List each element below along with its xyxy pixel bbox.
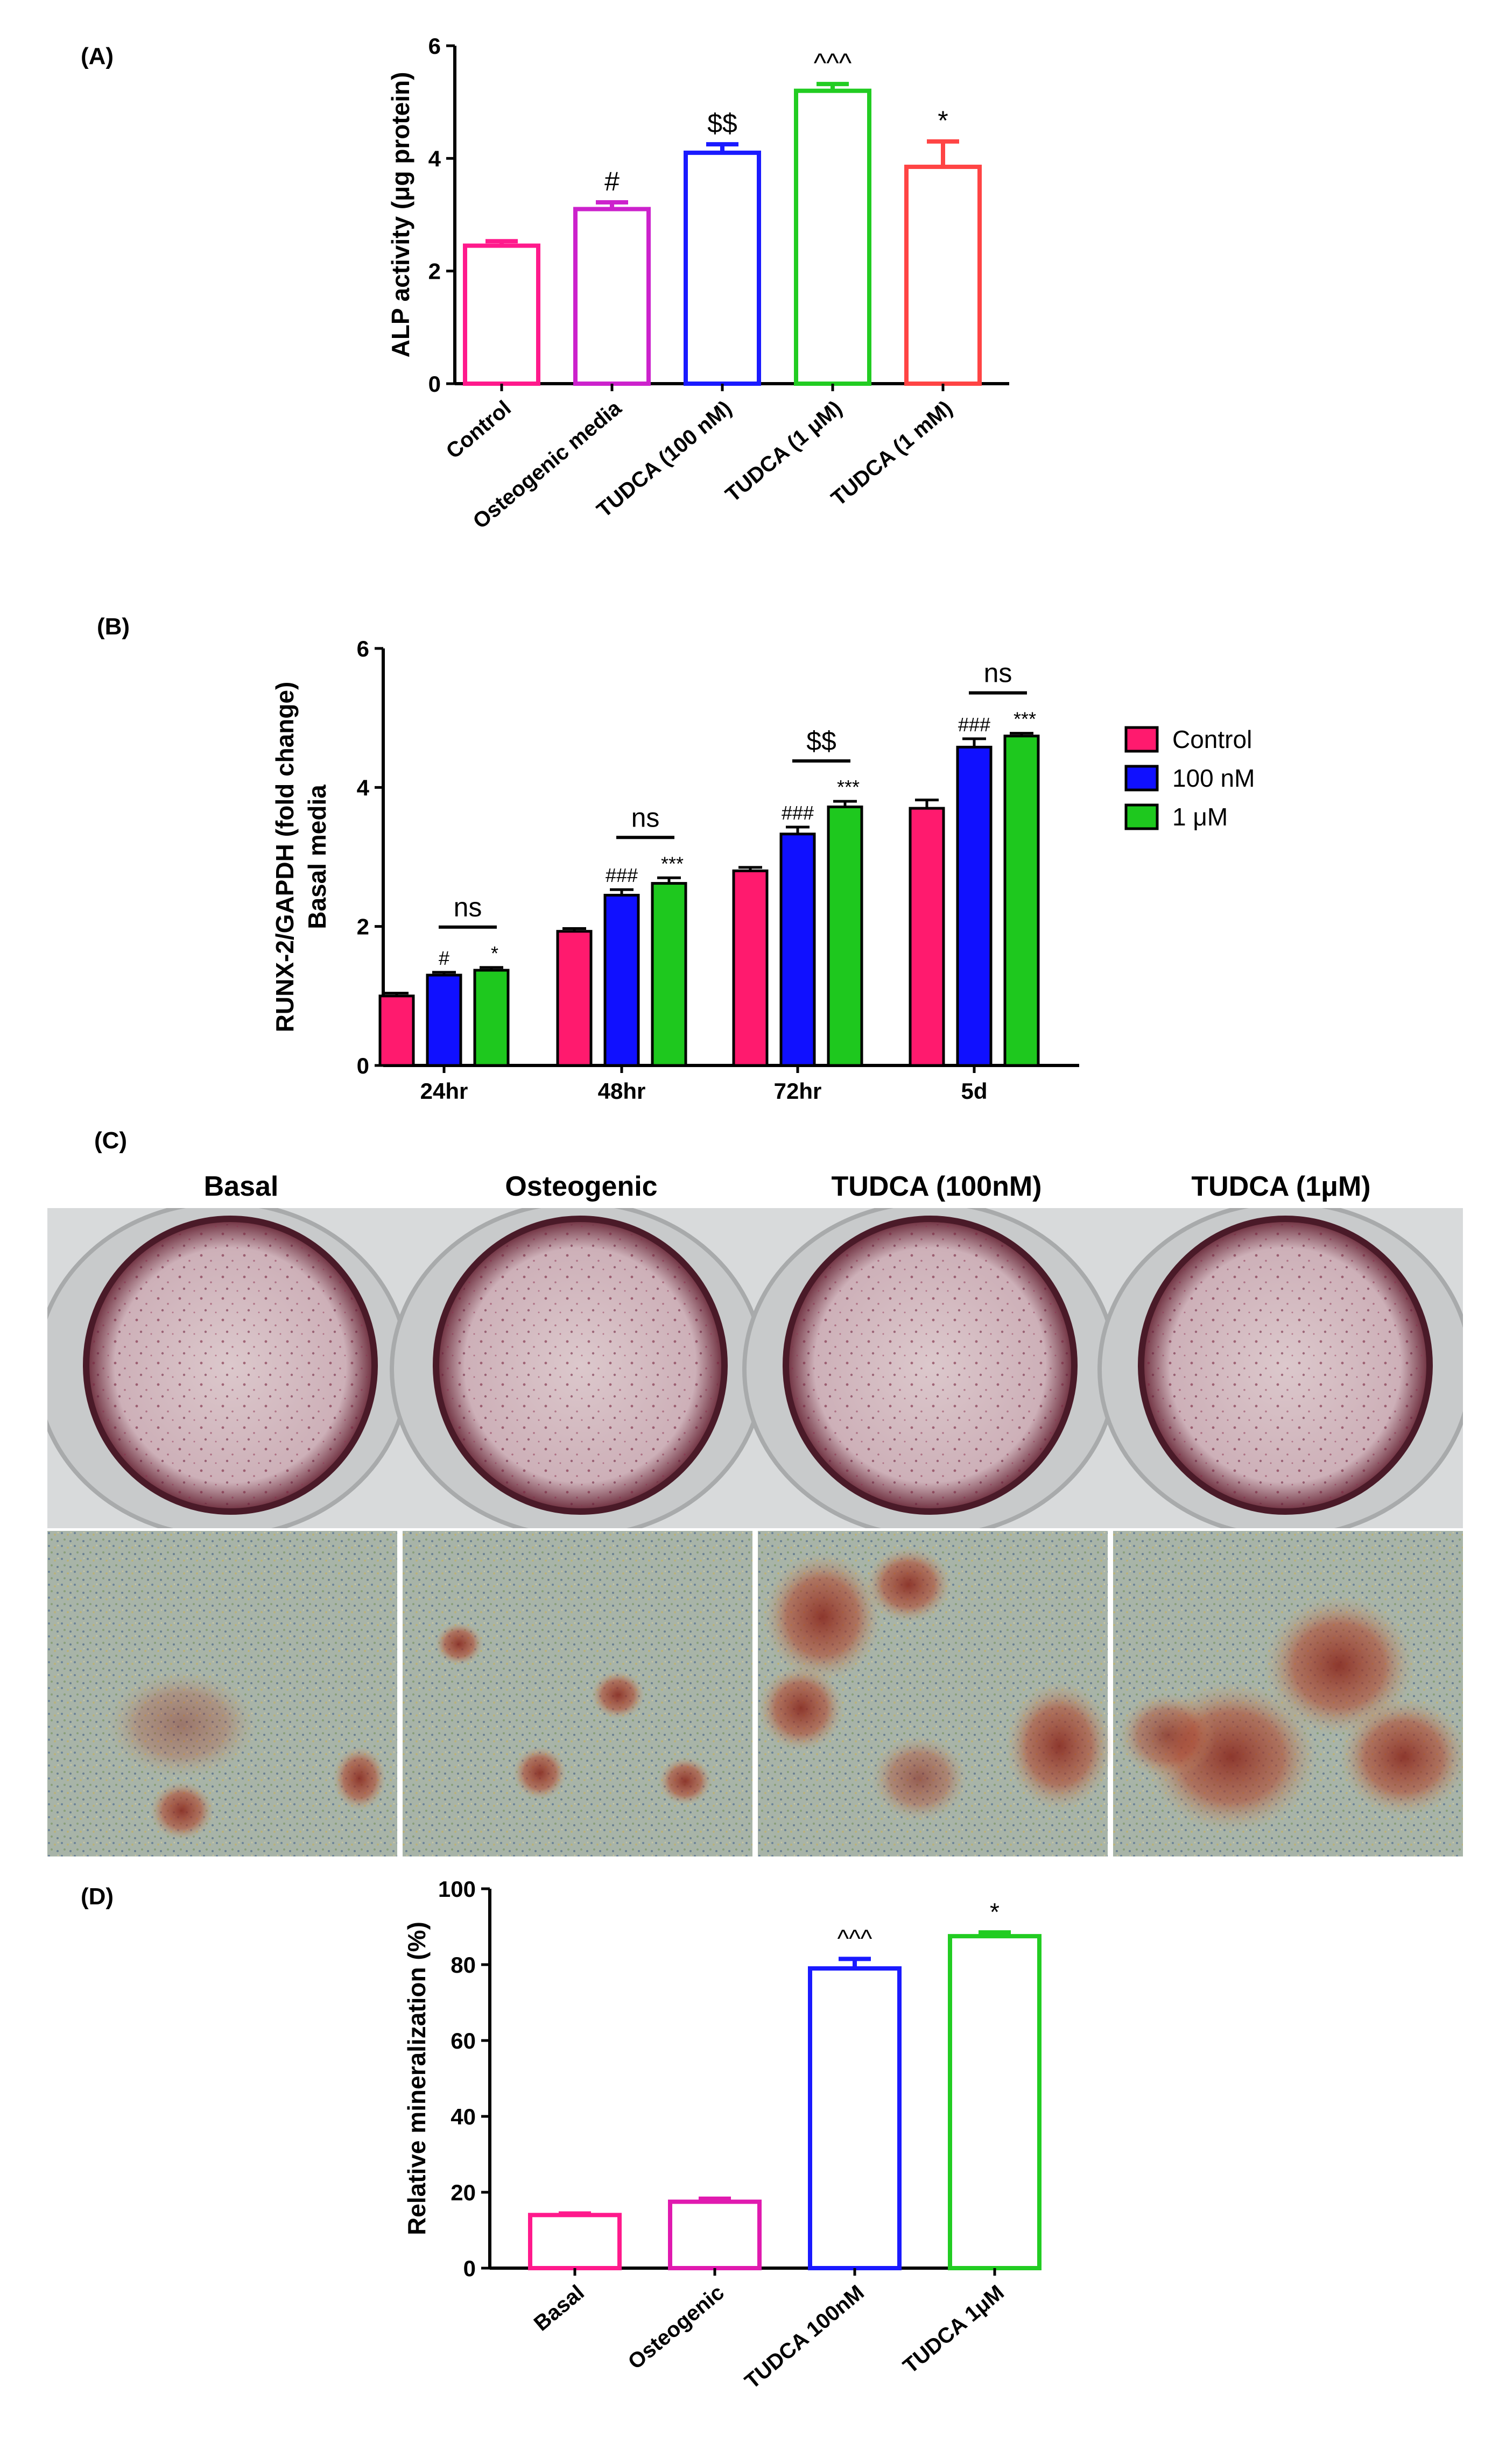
bar [603, 894, 640, 1067]
y-tick-label: 6 [357, 636, 369, 661]
bar [573, 207, 651, 386]
y-tick-label: 0 [428, 371, 441, 397]
panel-b-label: (B) [97, 613, 130, 640]
micrograph-strip [47, 1531, 1463, 1856]
significance-annotation: # [604, 166, 620, 196]
y-tick-label: 60 [451, 2028, 476, 2053]
panel-a-label: (A) [81, 43, 114, 69]
significance-annotation: ### [782, 802, 814, 824]
photo-title-basal: Basal [203, 1171, 279, 1202]
bar [426, 973, 462, 1067]
y-tick-label: 40 [451, 2104, 476, 2129]
panel-c-label: (C) [94, 1127, 128, 1154]
y-axis-subtitle: Basal media [303, 785, 331, 929]
bracket-label: ns [454, 892, 482, 922]
x-tick-label: TUDCA 1μM [899, 2281, 1009, 2378]
legend-label: Control [1172, 725, 1252, 753]
y-tick-label: 100 [438, 1876, 476, 1902]
y-tick-label: 4 [428, 146, 441, 171]
y-axis-title: RUNX-2/GAPDH (fold change) [271, 682, 299, 1033]
bracket-label: ns [984, 658, 1012, 688]
significance-annotation: $$ [707, 108, 737, 138]
micrograph-tudca-1um [1113, 1531, 1463, 1856]
well-osteogenic [390, 1208, 765, 1528]
x-tick-label: 24hr [420, 1078, 468, 1104]
legend-swatch [1124, 803, 1159, 830]
well-tudca-100nm [742, 1208, 1118, 1528]
micrograph-osteogenic [403, 1531, 752, 1856]
bar [956, 745, 993, 1067]
y-tick-label: 20 [451, 2180, 476, 2205]
significance-annotation: * [990, 1898, 1000, 1926]
significance-annotation: *** [1014, 708, 1036, 730]
bar [808, 1966, 902, 2271]
y-tick-label: 2 [428, 259, 441, 284]
x-tick-label: TUDCA 100nM [741, 2281, 869, 2394]
significance-annotation: * [491, 942, 498, 964]
y-tick-label: 0 [357, 1053, 369, 1078]
well-tudca-1um [1097, 1208, 1463, 1528]
significance-annotation: ^^^ [838, 1924, 872, 1952]
significance-annotation: *** [837, 776, 860, 798]
well-plate-photo [47, 1208, 1463, 1528]
legend-swatch [1124, 765, 1159, 792]
photo-title-osteogenic: Osteogenic [505, 1171, 658, 1202]
bar [904, 165, 982, 386]
panel-d-label: (D) [81, 1883, 114, 1910]
x-tick-label: 72hr [774, 1078, 822, 1104]
photo-title-tudca-100nm: TUDCA (100nM) [831, 1171, 1042, 1202]
bar [378, 994, 415, 1067]
legend-label: 1 μM [1172, 803, 1228, 831]
x-tick-label: Osteogenic [624, 2281, 729, 2374]
y-tick-label: 2 [357, 914, 369, 940]
significance-annotation: # [439, 947, 449, 969]
micrograph-basal [47, 1531, 397, 1856]
bar [1003, 735, 1040, 1067]
y-tick-label: 6 [428, 33, 441, 59]
runx2-chart: 0 2 4 6 RUNX-2/GAPDH (fold change) Basal medi… [271, 636, 1255, 1104]
significance-annotation: ^^^ [814, 48, 852, 78]
x-tick-label: Basal [530, 2281, 589, 2335]
bar [732, 869, 769, 1067]
y-axis-title: ALP activity (μg protein) [386, 72, 414, 358]
photo-title-tudca-1um: TUDCA (1μM) [1191, 1171, 1371, 1202]
significance-annotation: ### [958, 714, 990, 736]
bar [794, 88, 871, 386]
mineralization-chart: 0 20 40 60 80 100 Relative mineralization (%) B… [403, 1876, 1041, 2394]
bar [909, 807, 945, 1067]
bar [827, 806, 863, 1067]
bar [684, 150, 761, 386]
bar [463, 243, 540, 386]
bar [556, 930, 593, 1067]
x-tick-label: 5d [961, 1078, 987, 1104]
y-tick-label: 80 [451, 1952, 476, 1978]
bar [473, 969, 510, 1067]
significance-annotation: ### [606, 864, 638, 886]
well-basal [47, 1208, 410, 1528]
x-tick-label: Control [442, 396, 516, 463]
significance-annotation: *** [661, 852, 684, 874]
x-tick-label: TUDCA (1 mM) [827, 396, 957, 511]
x-tick-label: TUDCA (1 μM) [721, 396, 847, 507]
significance-annotation: * [938, 105, 948, 136]
bar [528, 2213, 622, 2270]
bracket-label: ns [631, 802, 660, 832]
y-axis-title: Relative mineralization (%) [403, 1922, 431, 2235]
x-tick-label: 48hr [598, 1078, 646, 1104]
y-tick-label: 4 [357, 775, 370, 800]
bar [668, 2199, 762, 2270]
y-tick-label: 0 [463, 2256, 476, 2281]
bracket-label: $$ [806, 726, 836, 756]
bar [948, 1934, 1041, 2270]
micrograph-tudca-100nm [758, 1531, 1113, 1856]
legend-swatch [1124, 726, 1159, 753]
bar [779, 832, 816, 1067]
bar [651, 882, 687, 1067]
legend-label: 100 nM [1172, 764, 1255, 792]
